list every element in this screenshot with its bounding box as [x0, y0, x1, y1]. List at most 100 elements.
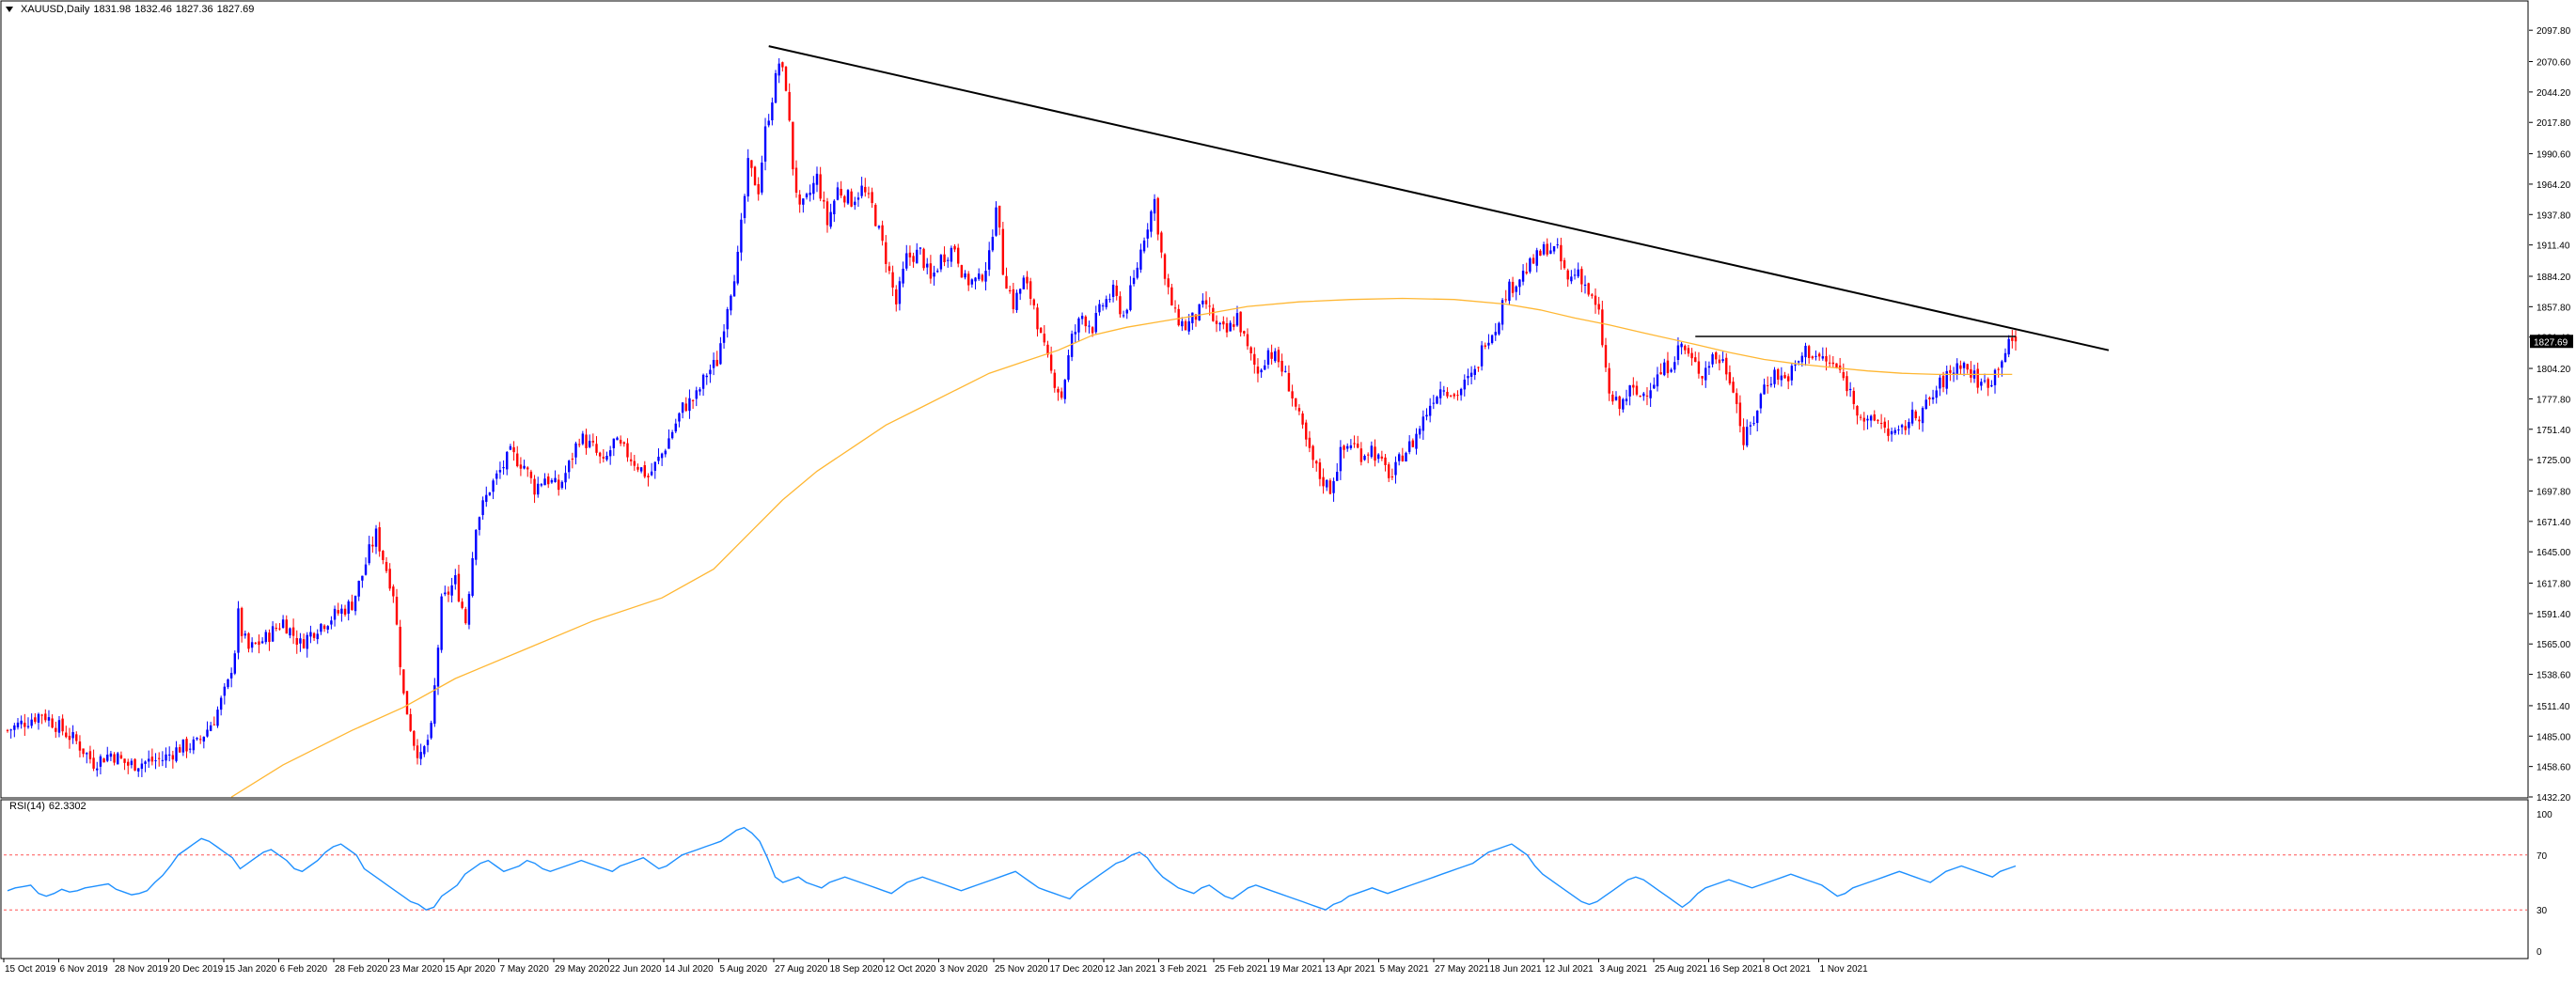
candle-body [223, 686, 227, 696]
candle-body [1153, 198, 1156, 214]
candle-body [987, 250, 991, 270]
candle-body [1859, 416, 1862, 418]
candle-body [1511, 281, 1515, 293]
candle-body [1718, 359, 1721, 364]
candle-body [554, 477, 557, 482]
candle-body [781, 62, 784, 68]
price-tick-label: 1485.00 [2537, 732, 2571, 742]
candle-body [1632, 384, 1635, 388]
candle-body [1736, 393, 1738, 404]
ohlc-open: 1831.98 [93, 4, 132, 15]
candle-body [1694, 357, 1697, 363]
candle-body [533, 478, 536, 495]
candle-body [519, 464, 523, 469]
candle-body [1246, 334, 1249, 347]
candle-body [312, 632, 316, 638]
candle-body [268, 632, 271, 643]
candle-body [289, 628, 291, 636]
price-tick-label: 2044.20 [2537, 88, 2571, 99]
candle-body [1359, 448, 1363, 462]
price-tick-label: 1804.20 [2537, 365, 2571, 375]
price-tick-label: 1538.60 [2537, 671, 2571, 681]
candle-body [212, 724, 216, 726]
candle-body [1150, 211, 1153, 232]
candle-body [705, 375, 708, 378]
candle-body [78, 741, 82, 751]
candle-body [309, 632, 312, 637]
candle-body [1804, 345, 1807, 358]
candle-body [1659, 372, 1662, 375]
rsi-tick-label: 0 [2537, 947, 2542, 958]
candle-body [1332, 480, 1335, 493]
candle-body [1997, 368, 2000, 370]
time-tick-label: 7 May 2020 [500, 964, 550, 975]
time-tick-label: 27 Aug 2020 [775, 964, 828, 975]
candle-body [454, 575, 457, 585]
candle-body [1601, 309, 1604, 346]
candle-body [167, 754, 171, 756]
candle-body [1580, 269, 1583, 285]
candle-body [113, 754, 116, 763]
candle-body [1204, 300, 1208, 304]
candle-body [639, 467, 643, 472]
candle-body [71, 732, 74, 739]
candle-body [1202, 300, 1204, 304]
time-tick-label: 13 Apr 2021 [1325, 964, 1375, 975]
candle-body [1235, 313, 1239, 326]
time-tick-label: 28 Nov 2019 [115, 964, 168, 975]
rsi-value: 62.3302 [48, 801, 86, 812]
time-tick-label: 28 Feb 2020 [335, 964, 388, 975]
candle-body [829, 211, 832, 227]
candle-body [6, 729, 9, 731]
candle-body [1432, 402, 1436, 404]
candle-body [1535, 250, 1538, 266]
time-tick-label: 25 Aug 2021 [1655, 964, 1708, 975]
candle-body [684, 403, 687, 412]
candle-body [598, 452, 602, 457]
candle-body [1614, 397, 1618, 400]
candle-body [650, 471, 653, 476]
candle-body [1786, 376, 1790, 382]
price-tick-label: 1857.80 [2537, 303, 2571, 313]
candle-body [1142, 240, 1146, 252]
time-tick-label: 3 Feb 2021 [1160, 964, 1208, 975]
candle-body [1080, 316, 1084, 320]
candle-body [1879, 423, 1883, 425]
candle-body [1453, 394, 1455, 397]
candle-body [1005, 275, 1008, 289]
candle-body [678, 413, 681, 422]
candle-body [1690, 352, 1693, 359]
candle-body [761, 163, 763, 193]
candle-body [1277, 350, 1280, 363]
candle-body [1390, 476, 1394, 478]
dropdown-arrow-icon[interactable] [6, 7, 13, 12]
candle-body [740, 219, 743, 253]
candle-body [1800, 355, 1804, 363]
time-tick-label: 8 Oct 2021 [1765, 964, 1811, 975]
descending-trendline[interactable] [768, 45, 2110, 351]
price-tick-label: 1937.80 [2537, 211, 2571, 221]
candle-body [1111, 284, 1115, 298]
candle-body [1122, 315, 1125, 317]
candle-body [426, 740, 430, 745]
candle-body [1949, 369, 1952, 373]
candle-body [1264, 365, 1266, 370]
candle-body [891, 272, 894, 288]
candle-body [1560, 244, 1563, 262]
candle-body [506, 451, 509, 470]
candle-body [1591, 294, 1594, 296]
candle-body [1132, 277, 1136, 285]
candle-body [585, 434, 588, 448]
time-tick-label: 22 Jun 2020 [610, 964, 662, 975]
candle-body [1928, 398, 1931, 399]
candle-body [1322, 476, 1325, 487]
candle-body [202, 736, 206, 742]
candle-body [1401, 455, 1405, 461]
candle-body [1469, 372, 1473, 377]
candle-body [591, 441, 595, 443]
candle-body [939, 255, 943, 270]
candle-body [1353, 443, 1356, 445]
candle-body [24, 723, 26, 727]
candle-body [1367, 454, 1370, 456]
